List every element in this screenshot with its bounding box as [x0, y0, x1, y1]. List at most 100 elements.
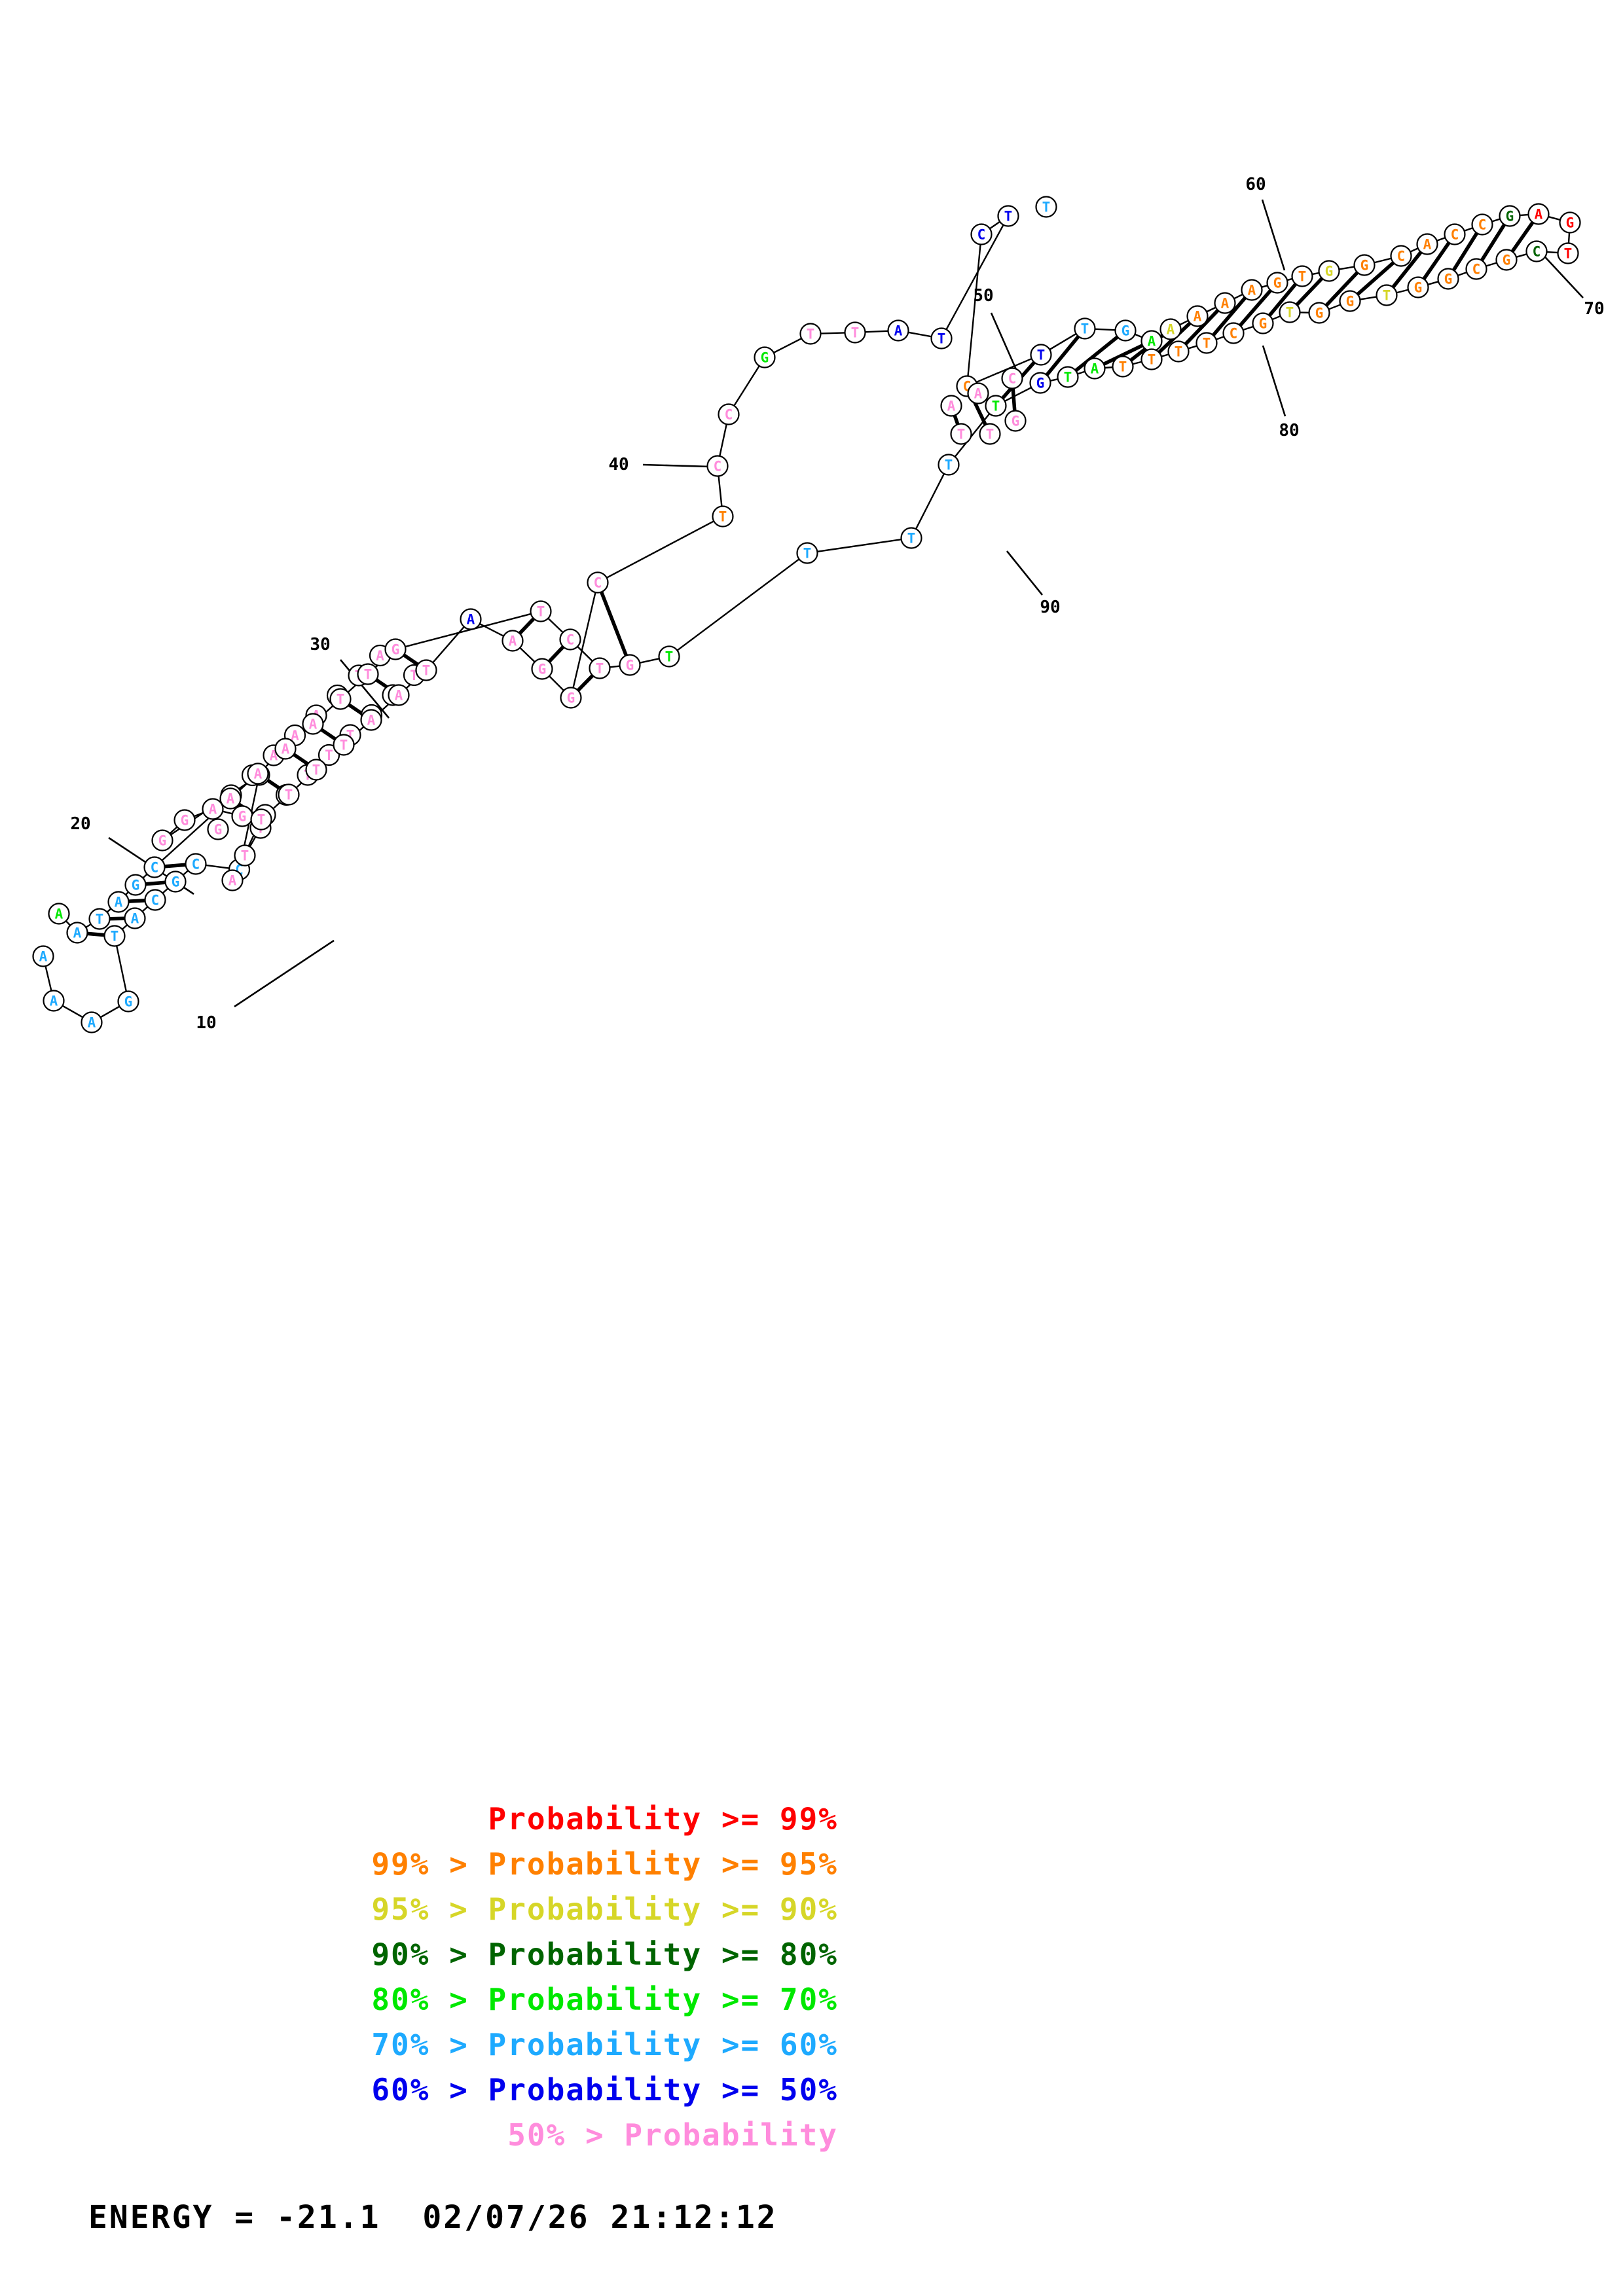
position-number-label: 40 [608, 455, 629, 475]
backbone-link [1094, 328, 1116, 331]
nucleotide-letter: T [945, 457, 953, 473]
base-pair-bond [1239, 289, 1272, 327]
nucleotide-circle [43, 990, 65, 1012]
nucleotide-circle [531, 658, 553, 680]
base-pair-bond [348, 703, 364, 716]
nucleotide-letter: C [1451, 227, 1459, 243]
backbone-link [718, 475, 723, 507]
position-leader-line [1261, 199, 1286, 271]
nucleotide-circle [1525, 240, 1548, 262]
nucleotide-letter: T [1564, 246, 1573, 262]
nucleotide-circle [712, 505, 734, 528]
base-pair-bond [1356, 261, 1395, 296]
nucleotide-circle [143, 856, 166, 878]
nucleotide-letter: T [803, 546, 812, 562]
backbone-link [1338, 266, 1355, 270]
base-pair-bond [1011, 388, 1017, 411]
nucleotide-letter: A [309, 717, 318, 732]
nucleotide-circle [587, 571, 609, 594]
nucleotide-circle [970, 223, 993, 245]
nucleotide-circle [844, 321, 866, 344]
backbone-link [1178, 319, 1190, 326]
position-leader-line [1006, 550, 1044, 596]
backbone-link [1491, 218, 1501, 223]
nucleotide-letter: T [111, 929, 119, 944]
nucleotide-circle [997, 205, 1019, 227]
backbone-link [1436, 236, 1446, 242]
nucleotide-letter: A [1167, 322, 1175, 338]
nucleotide-letter: C [1008, 371, 1017, 387]
nucleotide-circle [1416, 233, 1438, 255]
nucleotide-letter: C [1397, 249, 1406, 264]
backbone-link [1427, 280, 1440, 286]
backbone-link [1311, 272, 1320, 276]
nucleotide-circle [1186, 305, 1209, 327]
nucleotide-circle [1495, 249, 1518, 271]
legend-row: Probability >= 99% [488, 1801, 838, 1837]
nucleotide-circle [1214, 292, 1236, 314]
nucleotide-letter: A [467, 612, 475, 628]
nucleotide-circle [274, 738, 297, 760]
nucleotide-letter: T [337, 692, 345, 708]
position-leader-line [642, 463, 712, 468]
position-leader-line [1262, 345, 1286, 417]
nucleotide-letter: T [1042, 200, 1051, 215]
nucleotide-letter: T [907, 531, 916, 547]
nucleotide-letter: G [1325, 264, 1334, 279]
backbone-link [249, 835, 257, 848]
backbone-link [1076, 370, 1086, 375]
nucleotide-circle [278, 783, 300, 806]
nucleotide-letter: T [325, 747, 333, 763]
base-pair-bond [1422, 242, 1451, 280]
backbone-link [1205, 306, 1217, 313]
nucleotide-circle [1114, 319, 1137, 342]
backbone-link [1215, 335, 1225, 341]
backbone-link [609, 665, 621, 668]
position-leader-layer [108, 199, 1584, 1008]
nucleotide-letter: G [172, 874, 180, 890]
nucleotide-letter: A [1535, 207, 1543, 223]
backbone-link [572, 591, 596, 689]
backbone-link [1328, 304, 1341, 310]
nucleotide-circle [706, 455, 729, 477]
nucleotide-letter: A [73, 925, 82, 941]
base-pair-bond [1045, 335, 1080, 376]
nucleotide-circle [1471, 213, 1493, 236]
nucleotide-letter: A [88, 1015, 96, 1031]
backbone-link [864, 330, 889, 333]
nucleotide-circle [103, 925, 126, 947]
backbone-link [1457, 271, 1468, 277]
nucleotide-letter: T [596, 661, 604, 677]
nucleotide-letter: G [1036, 376, 1045, 391]
nucleotide-letter: T [719, 509, 727, 525]
base-pair-bond [576, 674, 594, 692]
nucleotide-letter: A [509, 634, 517, 649]
nucleotide-letter: T [665, 649, 674, 665]
backbone-link [975, 357, 1033, 384]
nucleotide-circle [415, 659, 437, 681]
nucleotide-letter: G [1444, 272, 1453, 287]
nucleotide-letter: G [1012, 414, 1020, 429]
base-pair-bond [1184, 309, 1220, 346]
position-leader-line [234, 939, 335, 1008]
backbone-link [479, 622, 505, 637]
nucleotide-circle [107, 891, 130, 913]
backbone-link [1485, 262, 1498, 267]
nucleotide-circle [1112, 355, 1134, 378]
nucleotide-circle [887, 319, 909, 342]
nucleotide-circle [164, 870, 187, 893]
nucleotide-letter: T [285, 787, 293, 803]
backbone-link [548, 675, 565, 692]
nucleotide-circle [1030, 344, 1052, 366]
nucleotide-circle [1252, 312, 1274, 334]
nucleotide-circle [979, 423, 1001, 445]
nucleotide-circle [81, 1011, 103, 1033]
nucleotide-letter: T [1286, 305, 1294, 321]
nucleotide-circle [619, 654, 641, 676]
nucleotide-letter: G [1346, 294, 1355, 310]
base-pair-bond [1510, 221, 1535, 253]
nucleotide-letter: G [1414, 280, 1423, 296]
legend-row: 95% > Probability >= 90% [371, 1892, 838, 1927]
nucleotide-letter: T [851, 325, 860, 341]
nucleotide-circle [144, 889, 166, 911]
